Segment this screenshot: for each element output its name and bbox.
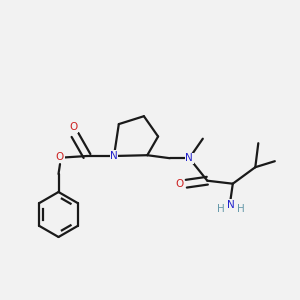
Text: H: H	[217, 204, 225, 214]
Text: N: N	[110, 151, 118, 161]
Text: O: O	[69, 122, 78, 133]
Text: N: N	[185, 153, 193, 163]
Text: O: O	[176, 179, 184, 189]
Text: O: O	[56, 152, 64, 163]
Text: H: H	[237, 204, 245, 214]
Text: N: N	[227, 200, 235, 210]
